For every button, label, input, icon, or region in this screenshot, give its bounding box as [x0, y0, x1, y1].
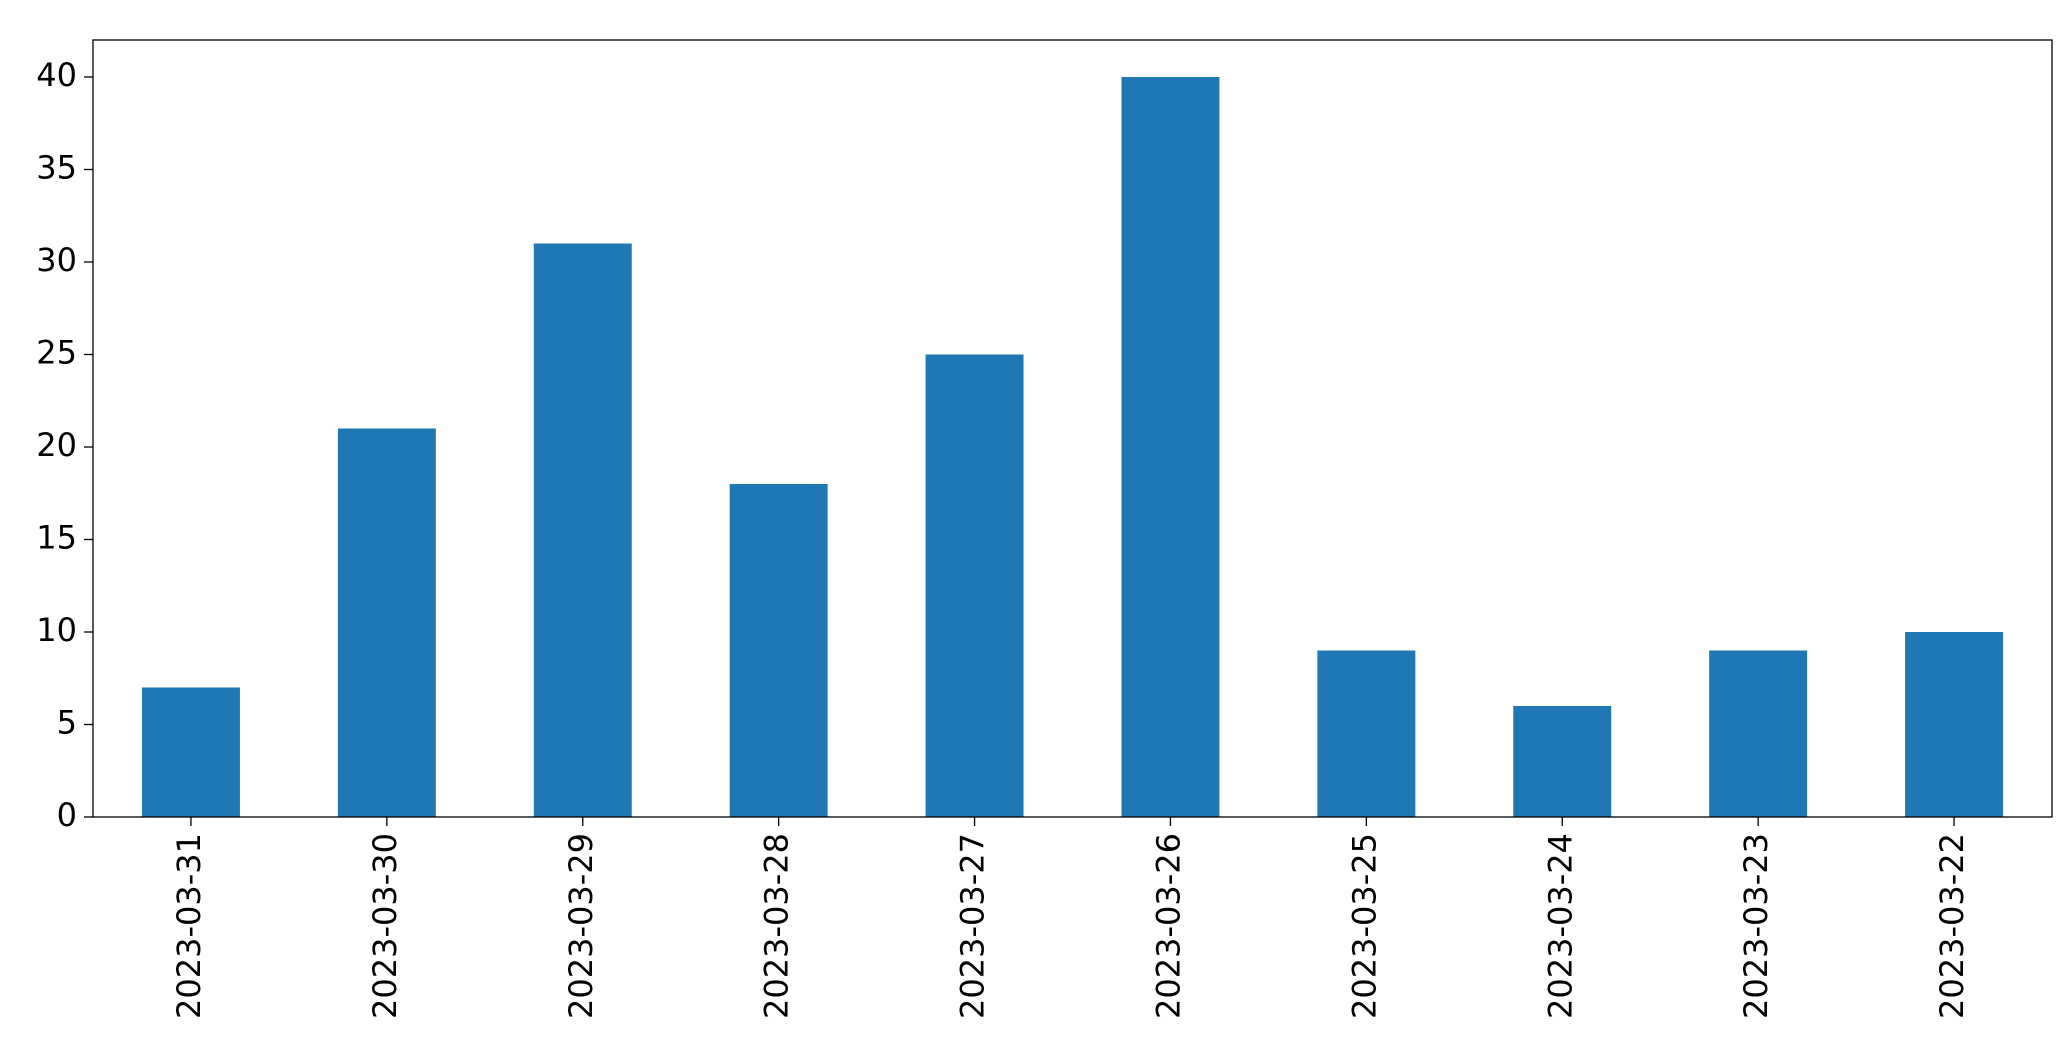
- bar: [141, 687, 240, 817]
- x-tick-label: 2023-03-27: [954, 833, 992, 1019]
- y-tick-label: 25: [36, 334, 77, 372]
- bar: [533, 243, 632, 817]
- bar: [925, 354, 1024, 817]
- bar: [1513, 706, 1612, 817]
- bar: [729, 484, 828, 817]
- bar: [1905, 632, 2004, 817]
- bar: [337, 428, 436, 817]
- y-tick-label: 5: [57, 704, 77, 742]
- y-tick-label: 20: [36, 426, 77, 464]
- x-tick-label: 2023-03-26: [1149, 833, 1187, 1019]
- bar: [1317, 650, 1416, 817]
- bar: [1709, 650, 1808, 817]
- plot-frame: [92, 39, 2053, 818]
- x-tick-label: 2023-03-22: [1933, 833, 1971, 1019]
- y-tick-label: 0: [57, 796, 77, 834]
- x-tick-label: 2023-03-23: [1737, 833, 1775, 1019]
- bar: [1121, 77, 1220, 817]
- y-tick-label: 35: [36, 149, 77, 187]
- x-tick-label: 2023-03-28: [758, 833, 796, 1019]
- y-tick-label: 30: [36, 241, 77, 279]
- y-tick-label: 15: [36, 519, 77, 557]
- x-tick-label: 2023-03-25: [1345, 833, 1383, 1019]
- y-tick-label: 10: [36, 611, 77, 649]
- x-tick-label: 2023-03-24: [1541, 833, 1579, 1019]
- y-tick-label: 40: [36, 56, 77, 94]
- x-tick-label: 2023-03-29: [562, 833, 600, 1019]
- x-tick-label: 2023-03-30: [366, 833, 404, 1019]
- x-tick-label: 2023-03-31: [170, 833, 208, 1019]
